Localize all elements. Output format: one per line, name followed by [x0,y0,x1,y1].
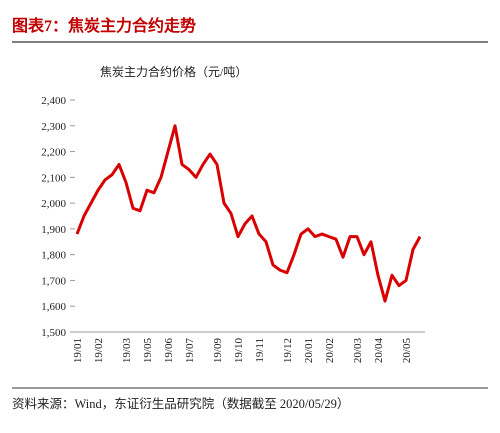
y-tick-label: 2,000 [41,198,66,210]
x-tick-label: 20/05 [401,338,413,364]
y-tick-label: 2,100 [41,172,66,184]
x-tick-label: 20/04 [373,338,385,364]
x-tick-label: 19/09 [212,338,224,364]
chart-title: 焦炭主力合约价格（元/吨） [100,64,247,79]
x-tick-label: 19/11 [254,338,266,363]
x-tick-label: 19/06 [163,338,175,364]
x-tick-label: 20/01 [303,338,315,363]
y-tick-label: 1,800 [41,250,66,262]
y-tick-label: 1,500 [41,327,66,339]
x-tick-label: 19/05 [142,338,154,364]
x-tick-label: 19/02 [93,338,105,363]
x-tick-label: 19/12 [282,338,294,363]
y-tick-label: 1,600 [41,301,66,313]
x-tick-label: 19/03 [121,338,133,364]
x-tick-label: 19/07 [184,338,196,364]
y-tick-label: 1,700 [41,275,66,287]
y-tick-label: 1,900 [41,224,66,236]
x-tick-label: 19/10 [233,338,245,364]
y-tick-label: 2,200 [41,147,66,159]
price-line [75,124,422,303]
y-tick-label: 2,400 [41,95,66,107]
y-tick-label: 2,300 [41,121,66,133]
header: 图表7：焦炭主力合约走势 [12,16,196,35]
x-tick-label: 19/01 [72,338,84,363]
x-tick-label: 20/03 [352,338,364,364]
x-tick-label: 20/02 [324,338,336,363]
source: 资料来源：Wind，东证衍生品研究院（数据截至 2020/05/29） [12,396,349,411]
